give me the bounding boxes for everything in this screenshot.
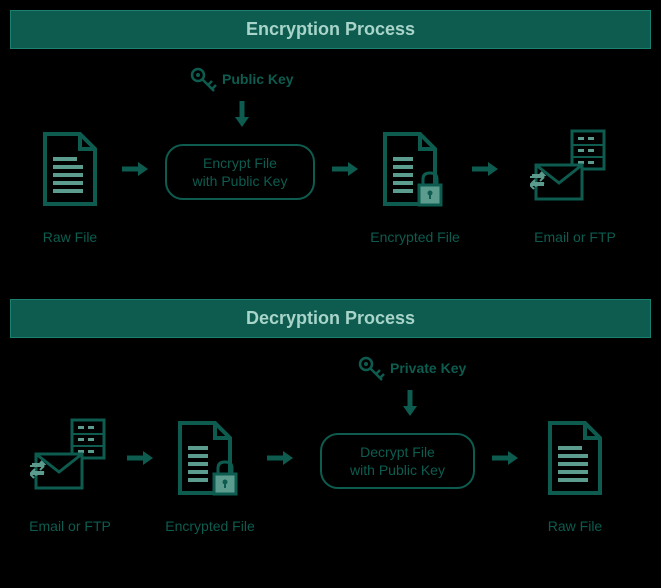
key-icon bbox=[190, 67, 218, 95]
public-key-label: Public Key bbox=[222, 71, 294, 87]
raw-file-icon bbox=[540, 418, 610, 498]
encrypt-process-box: Encrypt File with Public Key bbox=[165, 144, 315, 200]
email-ftp-label: Email or FTP bbox=[525, 229, 625, 245]
arrow-right-icon bbox=[120, 159, 150, 179]
decryption-section: Private Key Email or FTP Encrypted File … bbox=[10, 338, 651, 588]
decrypt-process-box: Decrypt File with Public Key bbox=[320, 433, 475, 489]
raw-file-icon bbox=[35, 129, 105, 209]
raw-file-label: Raw File bbox=[30, 229, 110, 245]
process-line1: Decrypt File bbox=[360, 444, 435, 460]
arrow-right-icon bbox=[470, 159, 500, 179]
process-line2: with Public Key bbox=[350, 462, 445, 478]
arrow-down-icon bbox=[400, 388, 420, 418]
email-ftp-icon bbox=[30, 418, 110, 493]
process-line1: Encrypt File bbox=[203, 155, 277, 171]
encrypted-file-label: Encrypted File bbox=[360, 229, 470, 245]
encrypted-file-icon bbox=[170, 418, 245, 498]
arrow-right-icon bbox=[125, 448, 155, 468]
encrypted-file-label: Encrypted File bbox=[155, 518, 265, 534]
key-icon bbox=[358, 356, 386, 384]
email-ftp-icon bbox=[530, 129, 610, 204]
process-line2: with Public Key bbox=[193, 173, 288, 189]
encryption-banner: Encryption Process bbox=[10, 10, 651, 49]
private-key-label: Private Key bbox=[390, 360, 466, 376]
encryption-section: Public Key Raw File Encrypt File with Pu… bbox=[10, 49, 651, 299]
arrow-right-icon bbox=[265, 448, 295, 468]
arrow-right-icon bbox=[490, 448, 520, 468]
encrypted-file-icon bbox=[375, 129, 450, 209]
arrow-down-icon bbox=[232, 99, 252, 129]
arrow-right-icon bbox=[330, 159, 360, 179]
raw-file-label: Raw File bbox=[535, 518, 615, 534]
email-ftp-label: Email or FTP bbox=[20, 518, 120, 534]
decryption-banner: Decryption Process bbox=[10, 299, 651, 338]
